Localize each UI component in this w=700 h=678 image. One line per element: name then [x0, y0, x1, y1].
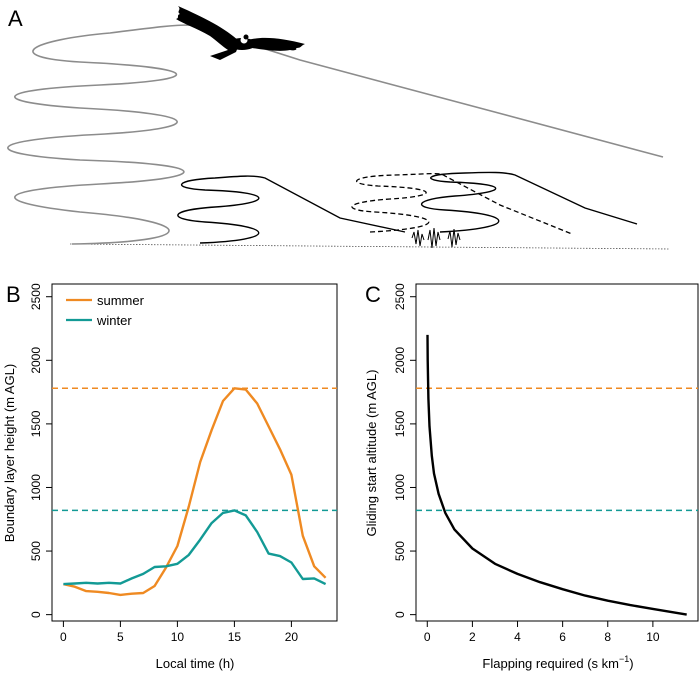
x-axis-title-c-main: Flapping required (s km — [482, 656, 619, 671]
panel-letter-c: C — [365, 282, 381, 307]
black-thermal-climb-path-1 — [177, 175, 406, 244]
y-tick-label: 500 — [393, 541, 407, 561]
y-tick-label: 1500 — [29, 410, 43, 437]
plot-frame-b — [51, 283, 338, 622]
x-tick-label: 15 — [228, 630, 242, 644]
legend-label-summer: summer — [97, 293, 145, 308]
condor-silhouette-icon — [176, 6, 305, 60]
y-tick-label: 1000 — [29, 474, 43, 501]
panel-b: B 0 5 10 15 20 0 500 1000 1500 2000 2500 summer w… — [2, 282, 338, 671]
x-tick-label: 8 — [604, 630, 611, 644]
x-tick-label: 20 — [285, 630, 299, 644]
x-axis-b: 0 5 10 15 20 — [60, 621, 298, 644]
x-tick-label: 10 — [171, 630, 185, 644]
series-line-curve-0 — [426, 334, 687, 616]
y-tick-label: 0 — [29, 611, 43, 618]
series-lines-b — [63, 387, 327, 597]
y-tick-label: 2000 — [29, 347, 43, 374]
x-axis-title-c-suffix: ) — [629, 656, 633, 671]
x-tick-label: 5 — [117, 630, 124, 644]
gray-thermal-climb-path — [7, 24, 664, 245]
x-tick-label: 0 — [424, 630, 431, 644]
panel-letter-b: B — [6, 282, 21, 307]
x-axis-title-c: Flapping required (s km−1) — [482, 654, 633, 671]
y-tick-label: 2500 — [393, 283, 407, 310]
ground-line — [69, 243, 671, 250]
panel-c: C 0 2 4 6 8 10 0 500 1000 1500 2000 2500 Flapping … — [364, 282, 699, 671]
x-tick-label: 6 — [559, 630, 566, 644]
x-tick-label: 2 — [469, 630, 476, 644]
y-tick-label: 1500 — [393, 410, 407, 437]
x-axis-c: 0 2 4 6 8 10 — [424, 621, 660, 644]
x-tick-label: 10 — [646, 630, 660, 644]
legend-label-winter: winter — [96, 313, 132, 328]
series-lines-c — [426, 334, 687, 616]
x-tick-label: 0 — [60, 630, 67, 644]
y-tick-label: 0 — [393, 611, 407, 618]
black-thermal-climb-path-2 — [421, 171, 638, 233]
x-axis-title-b: Local time (h) — [156, 656, 235, 671]
series-line-summer — [63, 387, 327, 597]
series-line-winter — [63, 509, 327, 586]
y-axis-title-c: Gliding start altitude (m AGL) — [364, 370, 379, 537]
dashed-thermal-climb-path — [351, 172, 573, 235]
y-tick-label: 2500 — [29, 283, 43, 310]
y-axis-b: 0 500 1000 1500 2000 2500 — [29, 283, 52, 618]
flapping-marks — [411, 227, 461, 249]
panel-a: A — [7, 6, 671, 250]
y-axis-title-b: Boundary layer height (m AGL) — [2, 364, 17, 542]
x-axis-title-c-superscript: −1 — [619, 654, 629, 664]
x-tick-label: 4 — [514, 630, 521, 644]
reference-lines-b — [52, 387, 337, 512]
legend-b: summer winter — [66, 293, 145, 328]
y-axis-c: 0 500 1000 1500 2000 2500 — [393, 283, 416, 618]
panel-letter-a: A — [8, 6, 23, 31]
y-tick-label: 1000 — [393, 474, 407, 501]
y-tick-label: 500 — [29, 541, 43, 561]
plot-frame-c — [415, 283, 699, 622]
y-tick-label: 2000 — [393, 347, 407, 374]
reference-lines-c — [416, 387, 698, 512]
